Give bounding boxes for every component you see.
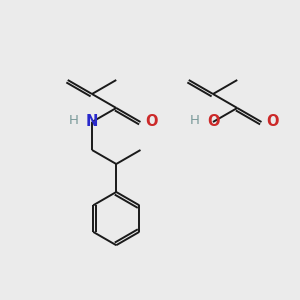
Text: O: O [146, 115, 158, 130]
Text: H: H [69, 115, 79, 128]
Text: N: N [86, 115, 98, 130]
Text: O: O [207, 115, 219, 130]
Text: H: H [190, 115, 200, 128]
Text: O: O [266, 115, 279, 130]
